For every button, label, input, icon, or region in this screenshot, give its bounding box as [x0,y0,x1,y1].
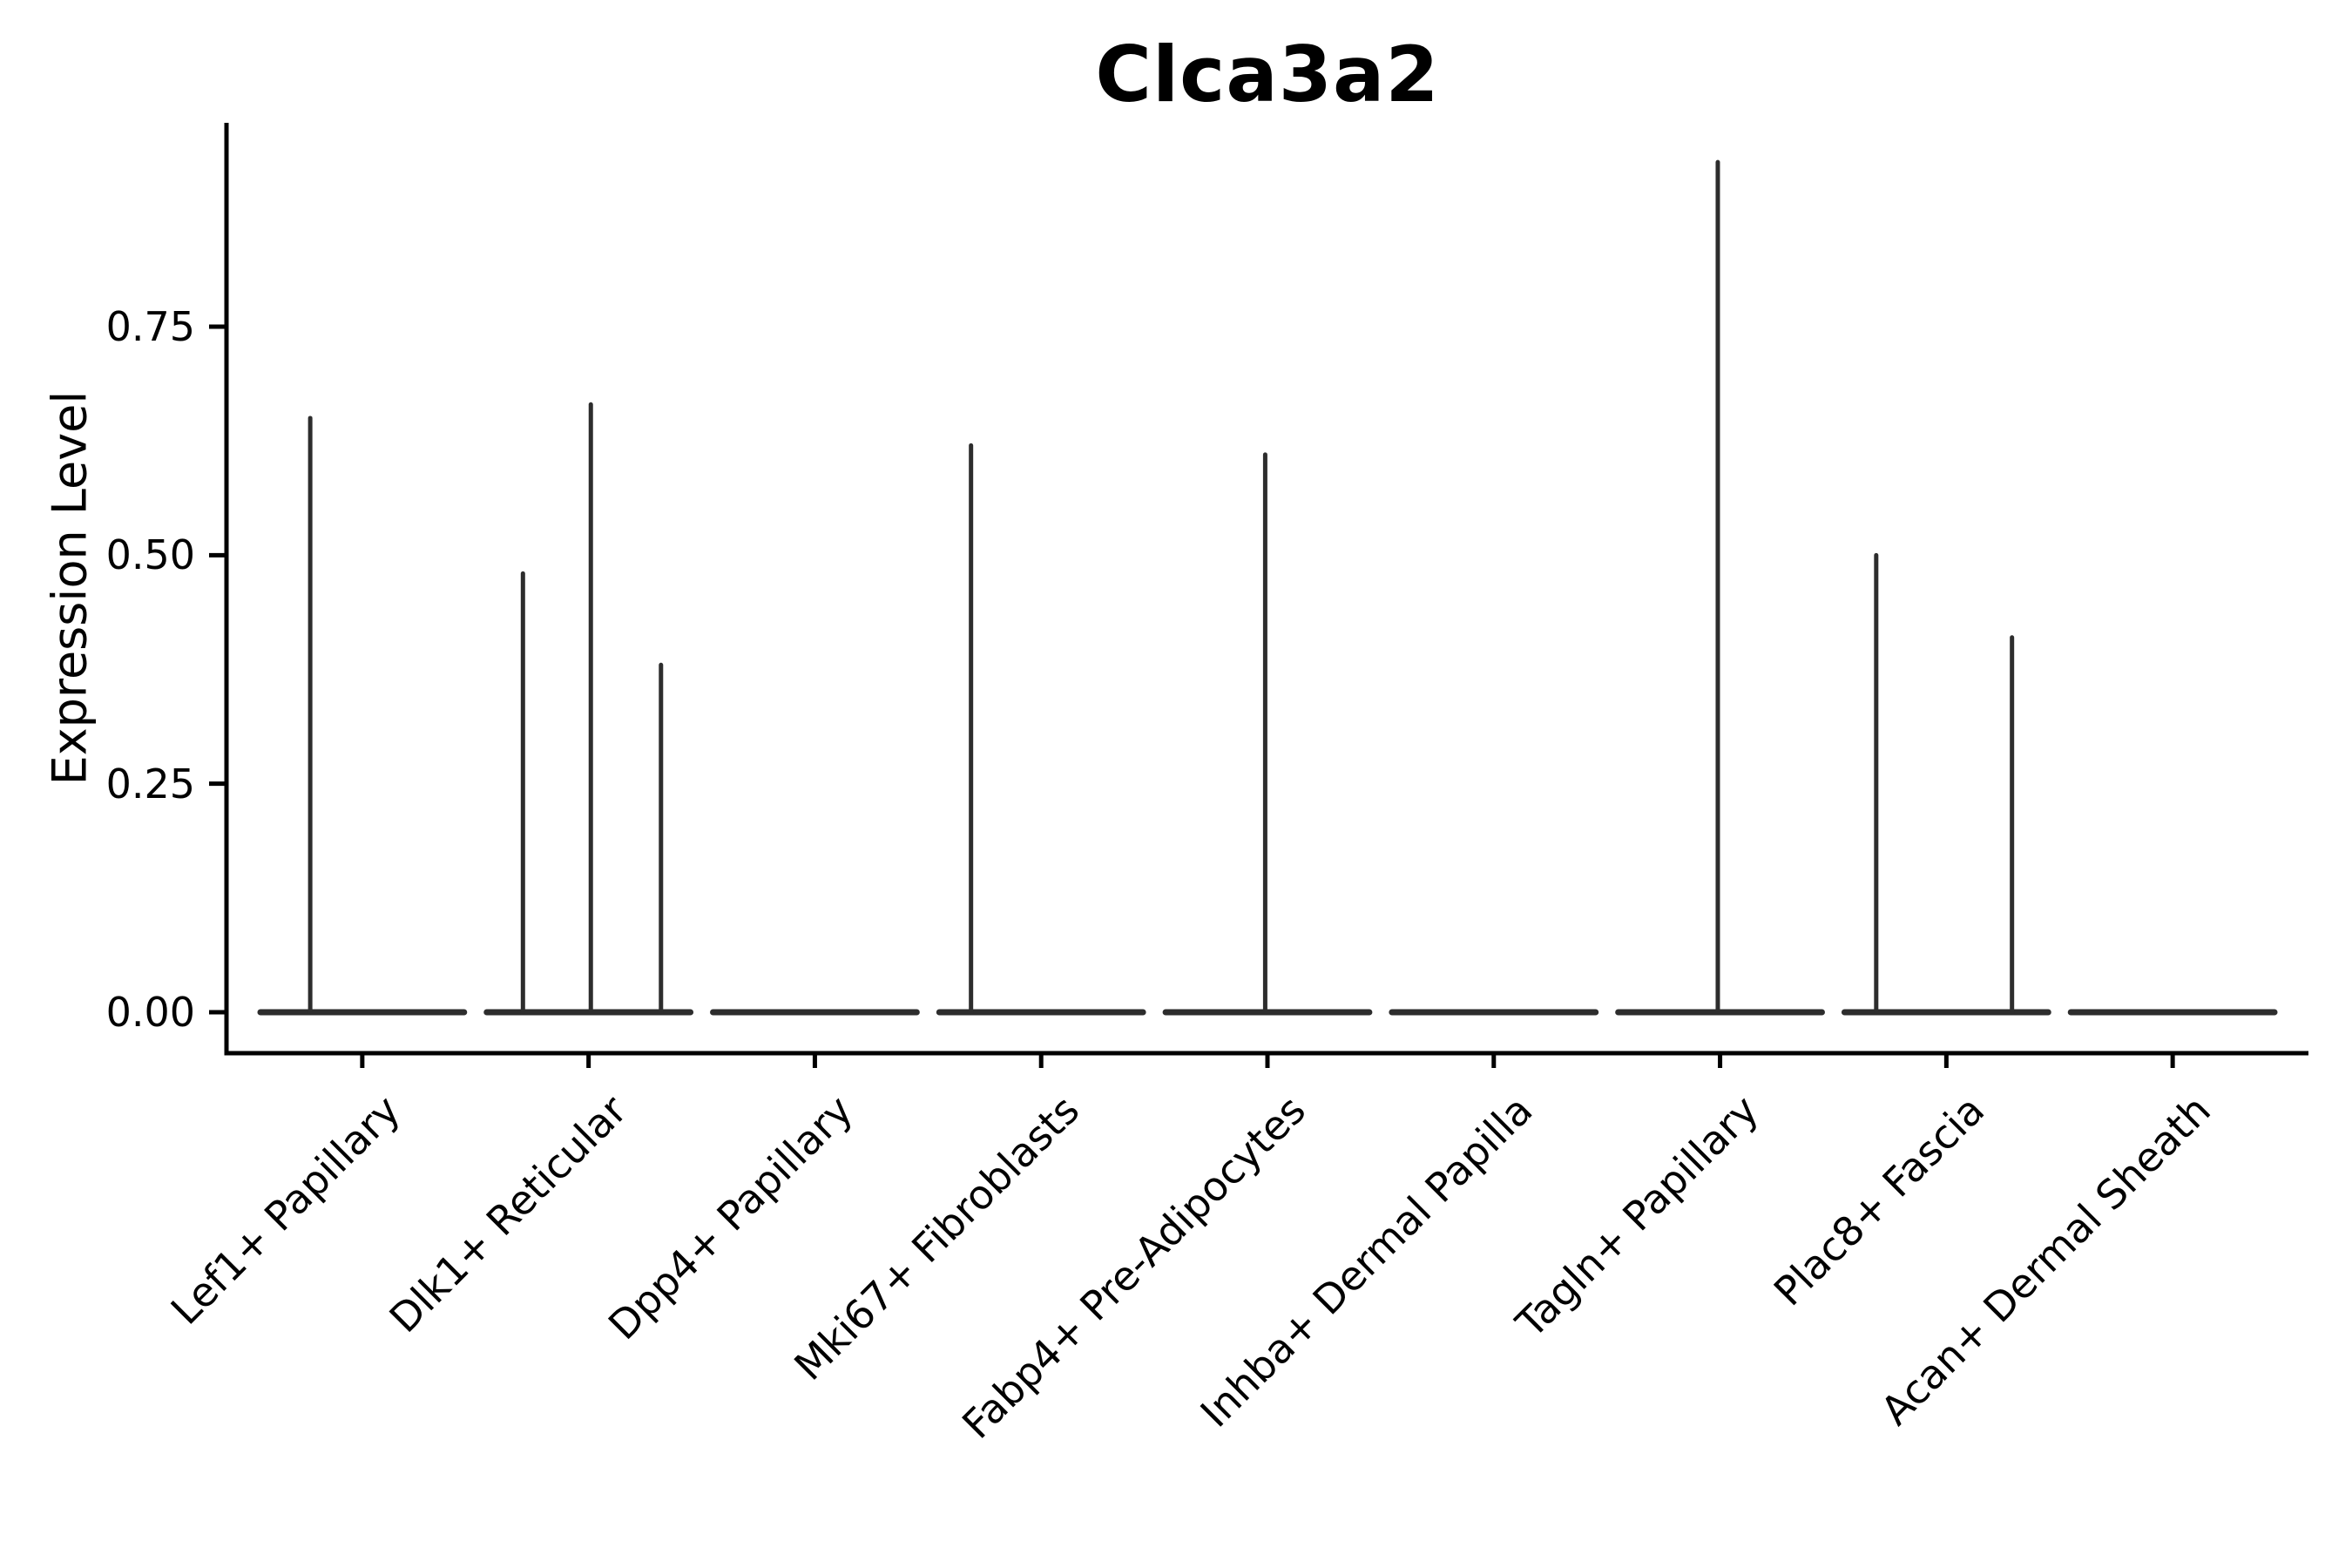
y-tick-label: 0.50 [105,531,195,579]
chart-title: Clca3a2 [1095,30,1440,119]
y-tick-label: 0.75 [105,303,195,351]
y-tick-label: 0.25 [105,760,195,808]
y-tick-label: 0.00 [105,989,195,1036]
